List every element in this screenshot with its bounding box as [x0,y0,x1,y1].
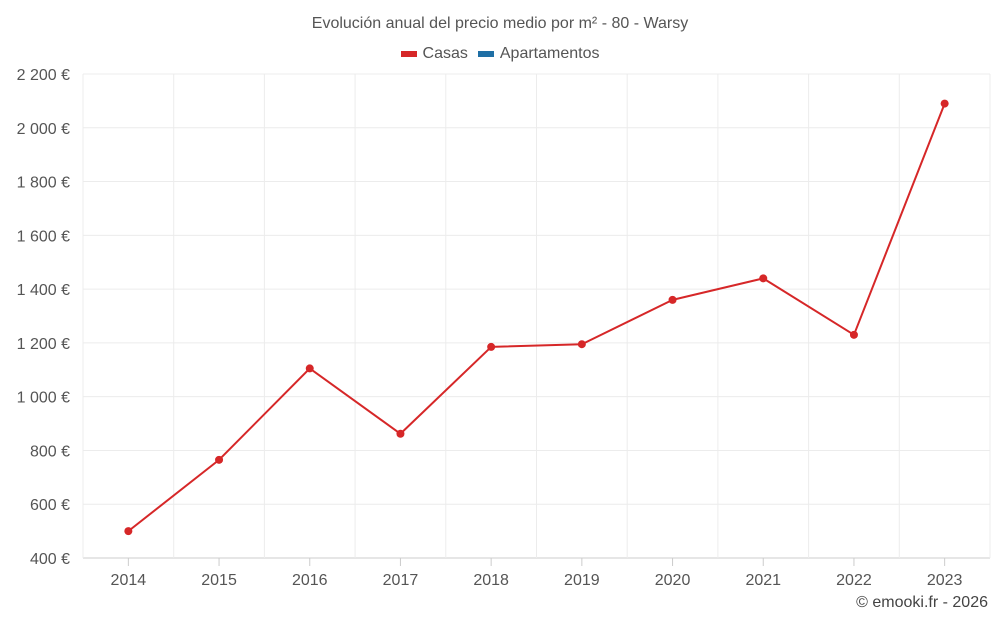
x-tick-label: 2019 [564,572,600,589]
y-tick-label: 1 000 € [17,390,70,407]
x-tick-label: 2021 [745,572,781,589]
x-tick-label: 2023 [927,572,963,589]
legend-item-apartamentos[interactable]: Apartamentos [477,45,600,63]
legend: Casas Apartamentos [0,45,1000,63]
x-tick-label: 2018 [473,572,509,589]
chart-title: Evolución anual del precio medio por m² … [311,15,689,32]
legend-label-casas: Casas [422,45,468,62]
data-point[interactable] [940,99,949,108]
x-tick-label: 2020 [655,572,691,589]
data-point[interactable] [487,342,496,351]
data-point[interactable] [759,274,768,283]
y-tick-label: 1 400 € [17,282,70,299]
x-tick-label: 2022 [836,572,872,589]
legend-swatch-casas [400,51,417,57]
legend-item-casas[interactable]: Casas [400,45,468,63]
y-tick-label: 600 € [30,497,70,514]
credit-text: © emooki.fr - 2026 [856,594,988,611]
data-point[interactable] [849,330,858,339]
x-tick-label: 2015 [201,572,237,589]
x-tick-label: 2014 [111,572,147,589]
legend-swatch-apartamentos [477,51,494,57]
y-tick-label: 1 800 € [17,175,70,192]
y-tick-label: 400 € [30,551,70,568]
data-point[interactable] [215,455,224,464]
legend-label-apartamentos: Apartamentos [499,45,600,62]
data-point[interactable] [124,527,133,536]
x-tick-label: 2017 [383,572,419,589]
y-tick-label: 2 200 € [17,67,70,84]
y-tick-label: 1 200 € [17,336,70,353]
series-line-casas [127,103,946,532]
data-point[interactable] [305,364,314,373]
y-tick-label: 1 600 € [17,228,70,245]
x-tick-label: 2016 [292,572,328,589]
data-point[interactable] [577,340,586,349]
y-tick-label: 800 € [30,443,70,460]
data-point[interactable] [396,429,405,438]
y-tick-label: 2 000 € [17,121,70,138]
data-point[interactable] [668,295,677,304]
